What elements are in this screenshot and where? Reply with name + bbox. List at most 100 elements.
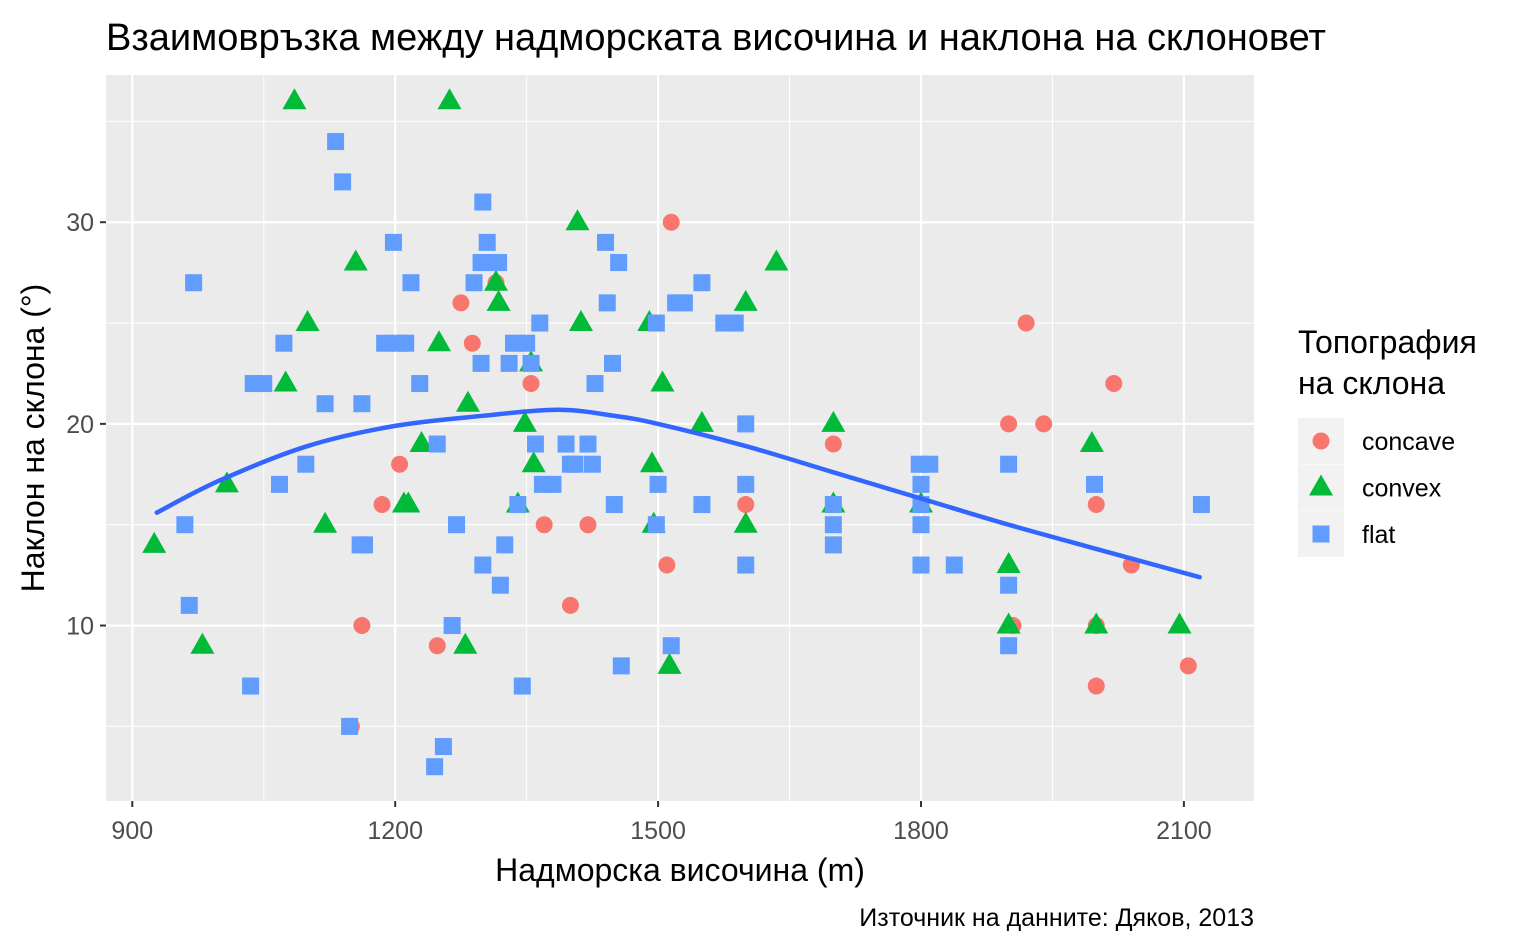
flat-point — [402, 274, 420, 292]
x-tick-label: 900 — [111, 817, 153, 845]
flat-point — [1000, 637, 1018, 655]
y-tick-label: 30 — [66, 209, 94, 237]
flat-point — [504, 334, 522, 352]
convex-point — [486, 289, 511, 311]
flat-point — [384, 233, 402, 251]
convex-point — [996, 552, 1021, 574]
y-axis: 10 20 30 — [66, 209, 106, 641]
concave-point — [1087, 496, 1105, 514]
convex-point — [733, 289, 758, 311]
x-axis-title: Надморска височина (m) — [495, 852, 865, 888]
flat-point — [255, 375, 273, 393]
flat-point — [443, 617, 461, 635]
flat-point — [353, 395, 371, 413]
flat-point — [465, 274, 483, 292]
flat-point — [544, 475, 562, 493]
concave-point — [391, 455, 409, 473]
flat-point — [185, 274, 203, 292]
convex-point — [190, 632, 215, 654]
flat-point — [531, 314, 549, 332]
concave-point — [535, 516, 553, 534]
concave-point — [1105, 375, 1123, 393]
flat-point — [297, 455, 315, 473]
concave-point — [561, 596, 579, 614]
convex-point — [453, 632, 478, 654]
concave-point — [522, 375, 540, 393]
flat-point — [604, 354, 622, 372]
convex-point — [396, 491, 421, 513]
flat-point — [579, 435, 597, 453]
flat-point — [490, 254, 508, 272]
flat-point — [557, 435, 575, 453]
concave-point — [373, 496, 391, 514]
legend-convex-marker — [1309, 474, 1333, 496]
flat-point — [428, 435, 446, 453]
flat-point — [737, 415, 755, 433]
flat-point — [737, 556, 755, 574]
flat-point — [341, 717, 359, 735]
flat-point — [610, 254, 628, 272]
flat-point — [474, 193, 492, 211]
y-tick-label: 20 — [66, 411, 94, 439]
concave-point — [1035, 415, 1053, 433]
flat-point — [921, 455, 939, 473]
flat-point — [275, 334, 293, 352]
concave-point — [662, 213, 680, 231]
legend-keys: concave convex flat — [1298, 418, 1455, 557]
flat-point — [478, 233, 496, 251]
concave-point — [428, 637, 446, 655]
flat-point — [472, 354, 490, 372]
concave-point — [1179, 657, 1197, 675]
flat-point — [945, 556, 963, 574]
flat-point — [1192, 496, 1210, 514]
flat-point — [397, 334, 415, 352]
convex-point — [427, 330, 452, 352]
concave-point — [824, 435, 842, 453]
data-points — [142, 88, 1210, 776]
convex-point — [282, 88, 307, 110]
plot-panel — [106, 75, 1254, 801]
chart-title: Взаимовръзка между надморската височина … — [106, 17, 1326, 59]
concave-point — [658, 556, 676, 574]
flat-point — [647, 314, 665, 332]
flat-point — [271, 475, 289, 493]
flat-point — [566, 455, 584, 473]
flat-point — [586, 375, 604, 393]
legend-flat-marker — [1312, 525, 1330, 543]
convex-point — [512, 410, 537, 432]
flat-point — [583, 455, 601, 473]
flat-point — [737, 475, 755, 493]
flat-point — [434, 738, 452, 756]
x-tick-label: 1800 — [893, 817, 949, 845]
convex-point — [437, 88, 462, 110]
flat-point — [693, 496, 711, 514]
legend: Топография на склона concave convex flat — [1298, 324, 1477, 557]
flat-point — [509, 496, 527, 514]
convex-point — [657, 652, 682, 674]
x-tick-label: 1500 — [630, 817, 686, 845]
y-axis-title: Наклон на склона (°) — [15, 284, 51, 593]
concave-point — [353, 617, 371, 635]
convex-point — [1167, 612, 1192, 634]
x-axis: 900 1200 1500 1800 2100 — [111, 801, 1212, 845]
flat-point — [912, 556, 930, 574]
flat-point — [376, 334, 394, 352]
concave-point — [452, 294, 470, 312]
concave-point — [737, 496, 755, 514]
flat-point — [356, 536, 374, 554]
flat-point — [647, 516, 665, 534]
convex-point — [455, 390, 480, 412]
flat-point — [518, 334, 536, 352]
convex-point — [650, 370, 675, 392]
legend-flat-label: flat — [1362, 521, 1395, 549]
convex-point — [483, 269, 508, 291]
flat-point — [474, 556, 492, 574]
x-tick-label: 2100 — [1156, 817, 1212, 845]
convex-point — [568, 310, 593, 332]
x-tick-label: 1200 — [367, 817, 423, 845]
convex-point — [1079, 431, 1104, 453]
convex-point — [273, 370, 298, 392]
convex-point — [343, 249, 368, 271]
convex-point — [409, 431, 434, 453]
